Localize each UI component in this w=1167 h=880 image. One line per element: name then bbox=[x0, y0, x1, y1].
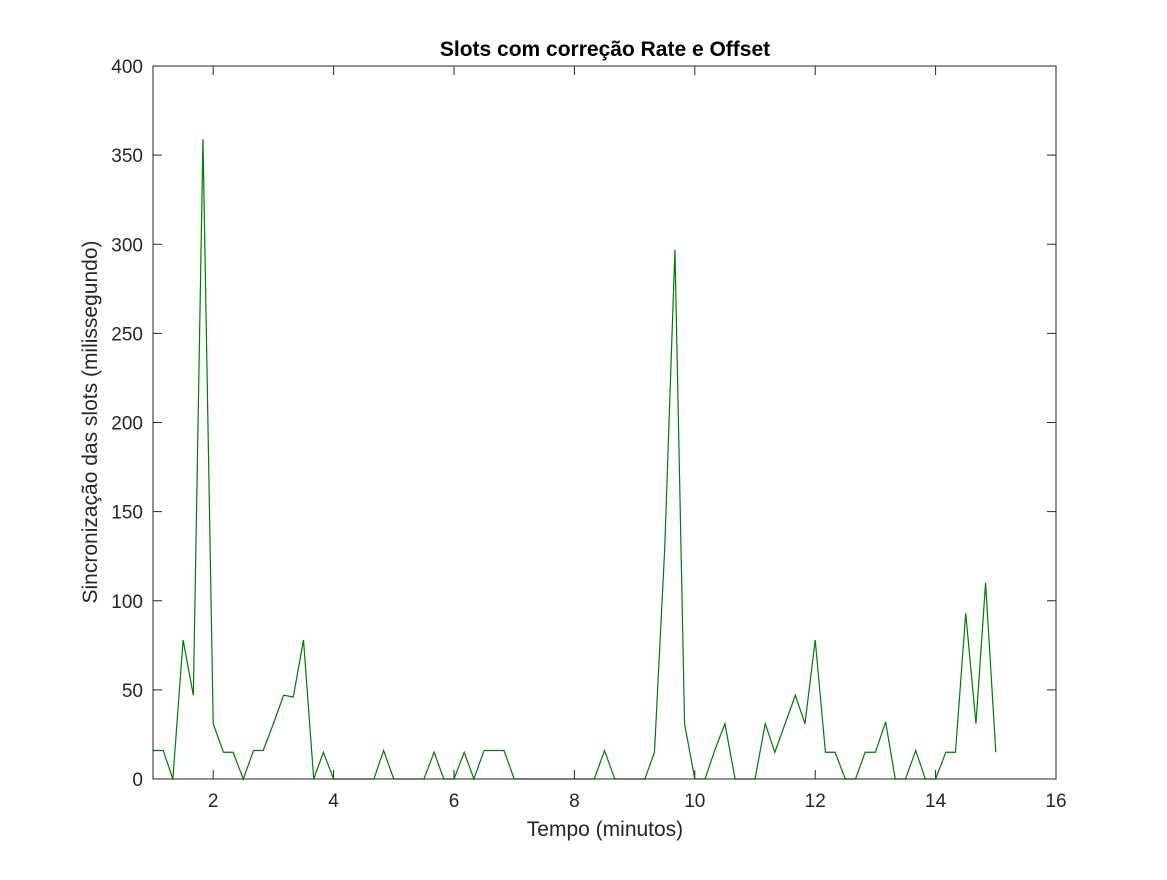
y-tick-label: 150 bbox=[111, 503, 143, 524]
x-tick-label: 2 bbox=[208, 791, 219, 812]
x-tick-label: 4 bbox=[328, 791, 339, 812]
x-tick-label: 6 bbox=[449, 791, 460, 812]
y-tick-label: 50 bbox=[122, 681, 143, 702]
x-tick-label: 16 bbox=[1045, 791, 1066, 812]
x-axis-label: Tempo (minutos) bbox=[527, 818, 683, 841]
y-tick-label: 350 bbox=[111, 146, 143, 167]
chart-title: Slots com correção Rate e Offset bbox=[440, 38, 770, 61]
y-tick-label: 100 bbox=[111, 592, 143, 613]
y-tick-label: 300 bbox=[111, 235, 143, 256]
y-tick-label: 200 bbox=[111, 414, 143, 435]
plot-area-frame bbox=[152, 65, 1057, 780]
x-tick-label: 14 bbox=[925, 791, 947, 812]
y-tick-label: 400 bbox=[111, 57, 143, 78]
x-tick-label: 10 bbox=[684, 791, 705, 812]
x-tick-label: 8 bbox=[569, 791, 580, 812]
x-tick-label: 12 bbox=[805, 791, 826, 812]
y-tick-label: 250 bbox=[111, 324, 143, 345]
y-tick-label: 0 bbox=[132, 770, 143, 791]
y-axis-label: Sincronização das slots (milissegundo) bbox=[79, 241, 102, 604]
